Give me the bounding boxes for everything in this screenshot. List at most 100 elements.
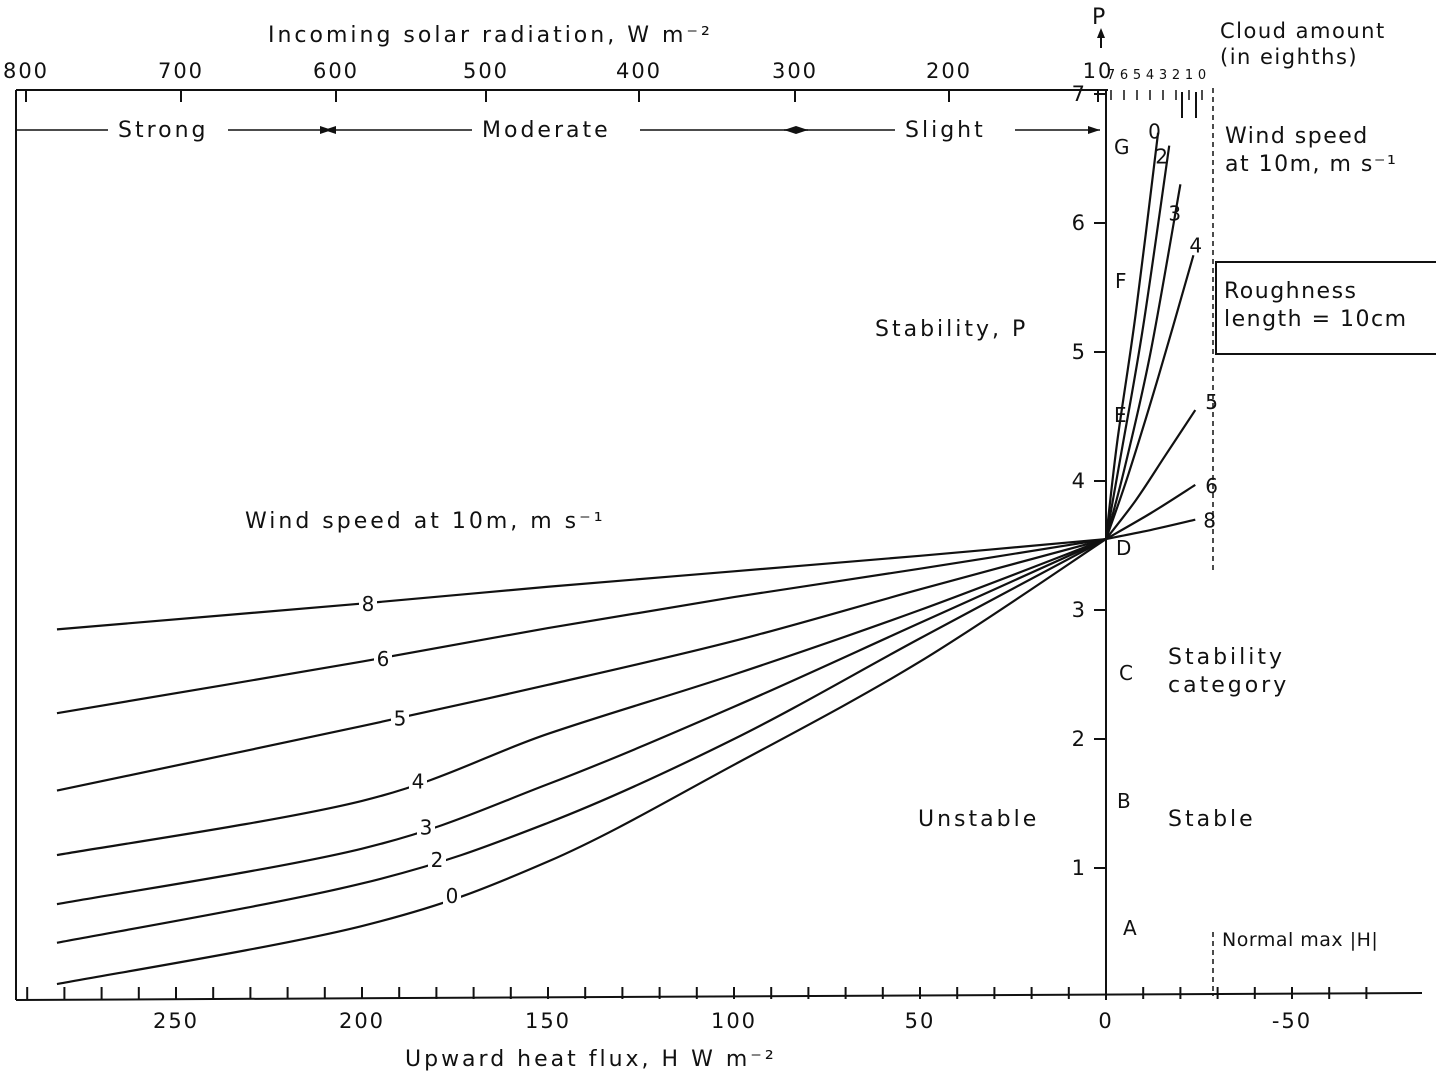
cloud-tick-label: 2: [1172, 68, 1180, 83]
category-f: F: [1115, 269, 1127, 293]
x-tick-label: 0: [1098, 1009, 1113, 1033]
curve-label-wind-4: 4: [412, 770, 425, 794]
stable-curve-label-wind-6: 6: [1205, 474, 1218, 498]
x-tick-label: 150: [525, 1009, 571, 1033]
cloud-tick-label: 0: [1198, 68, 1206, 83]
p-tick-label: 3: [1072, 598, 1087, 622]
stable-curve-label-wind-3: 3: [1168, 201, 1181, 225]
unstable-curve-wind-6: [56, 537, 1107, 715]
solar-tick-label: 800: [3, 59, 49, 83]
heat-flux-label: Upward heat flux, H W m⁻²: [405, 1047, 777, 1072]
normal-max-label: Normal max |H|: [1222, 929, 1378, 951]
stable-curve-label-wind-2: 2: [1155, 145, 1168, 169]
p-axis-top-label: P: [1092, 5, 1108, 30]
cloud-amount-subtitle: (in eighths): [1220, 45, 1358, 69]
stable-curve-wind-8: [1105, 518, 1196, 541]
stable-curve-label-wind-8: 8: [1203, 509, 1216, 533]
solar-tick-label: 700: [158, 59, 204, 83]
solar-tick-label: 10: [1083, 59, 1114, 83]
stable-curve-label-wind-5: 5: [1205, 390, 1218, 414]
cloud-tick-label: 6: [1120, 68, 1128, 83]
x-tick-label: -50: [1272, 1009, 1312, 1033]
radiation-class-arrows: [16, 126, 1100, 134]
cloud-tick-label: 7: [1107, 68, 1115, 83]
unstable-curve-wind-3: [56, 538, 1107, 906]
stable-curve-wind-0: [1104, 132, 1160, 540]
curve-label-wind-6: 6: [377, 647, 390, 671]
category-b: B: [1117, 789, 1131, 813]
unstable-label: Unstable: [918, 807, 1039, 832]
p-tick-label: 1: [1072, 856, 1087, 880]
moderate-arrow-left-head: [324, 126, 336, 134]
stable-curve-wind-3: [1104, 184, 1182, 540]
p-tick-label: 4: [1072, 469, 1087, 493]
roughness-label-2: length = 10cm: [1224, 307, 1408, 332]
curve-label-bg: [409, 767, 427, 792]
stable-curve-wind-6: [1105, 483, 1196, 541]
stability-p-ticks: 1 2 3 4 5 6 7: [1072, 82, 1106, 880]
wind-speed-label-right-1: Wind speed: [1225, 124, 1369, 149]
curve-label-bg: [374, 644, 392, 669]
roughness-label-1: Roughness: [1224, 279, 1358, 304]
radiation-class-strong: Strong: [118, 118, 209, 143]
solar-radiation-label: Incoming solar radiation, W m⁻²: [268, 23, 713, 48]
slight-arrow-left-head: [784, 126, 796, 134]
p-tick-label: 6: [1072, 211, 1087, 235]
p-tick-label: 7: [1072, 82, 1087, 106]
unstable-curve-wind-5: [56, 537, 1107, 792]
cloud-tick-label: 1: [1185, 68, 1193, 83]
solar-tick-label: 500: [463, 59, 509, 83]
heat-flux-ticks: 250 200 150 100 50 0 -50: [26, 987, 1368, 1033]
x-tick-label: 200: [339, 1009, 385, 1033]
x-tick-label: 250: [153, 1009, 199, 1033]
stable-label: Stable: [1168, 807, 1256, 832]
cloud-tick-label: 3: [1159, 68, 1167, 83]
solar-tick-label: 400: [616, 59, 662, 83]
curve-label-wind-2: 2: [431, 848, 444, 872]
stable-curve-label-wind-4: 4: [1189, 233, 1202, 257]
curve-label-bg: [428, 846, 446, 871]
curve-label-wind-3: 3: [420, 815, 433, 839]
x-tick-label: 100: [711, 1009, 757, 1033]
slight-arrow-right-head: [1088, 126, 1100, 134]
category-d: D: [1116, 536, 1131, 560]
stability-category-label-1: Stability: [1168, 645, 1285, 670]
p-tick-label: 5: [1072, 340, 1087, 364]
unstable-curve-wind-0: [56, 538, 1107, 986]
solar-radiation-ticks: 800 700 600 500 400 300 200 10: [3, 59, 1114, 102]
unstable-curve-wind-2: [56, 538, 1107, 944]
category-g: G: [1114, 135, 1130, 159]
curve-label-bg: [391, 704, 409, 729]
stable-curve-label-wind-0: 0: [1148, 120, 1161, 144]
radiation-class-moderate: Moderate: [482, 118, 611, 143]
solar-tick-label: 200: [926, 59, 972, 83]
cloud-tick-label: 5: [1133, 68, 1141, 83]
wind-speed-label-left: Wind speed at 10m, m s⁻¹: [245, 509, 606, 534]
curve-label-bg: [417, 813, 435, 838]
stability-category-label-2: category: [1168, 673, 1289, 698]
roughness-box: [1215, 261, 1436, 355]
stable-curve-wind-4: [1104, 254, 1195, 540]
plot-frame: [15, 88, 1423, 1001]
x-tick-label: 50: [905, 1009, 936, 1033]
p-tick-label: 2: [1072, 727, 1087, 751]
curve-label-wind-8: 8: [362, 592, 375, 616]
bottom-axis: [15, 992, 1423, 1001]
category-c: C: [1119, 661, 1133, 685]
category-e: E: [1114, 403, 1127, 427]
cloud-tick-label: 4: [1146, 68, 1154, 83]
curve-label-bg: [443, 881, 461, 906]
unstable-curve-wind-8: [56, 537, 1107, 631]
radiation-class-slight: Slight: [905, 118, 986, 143]
curve-label-bg: [359, 590, 377, 615]
cloud-amount-title: Cloud amount: [1220, 19, 1386, 43]
unstable-curve-wind-4: [56, 538, 1107, 857]
curve-label-wind-0: 0: [446, 884, 459, 908]
curve-label-wind-5: 5: [394, 707, 407, 731]
stable-curve-wind-2: [1104, 145, 1171, 540]
category-a: A: [1123, 916, 1137, 940]
solar-tick-label: 300: [772, 59, 818, 83]
